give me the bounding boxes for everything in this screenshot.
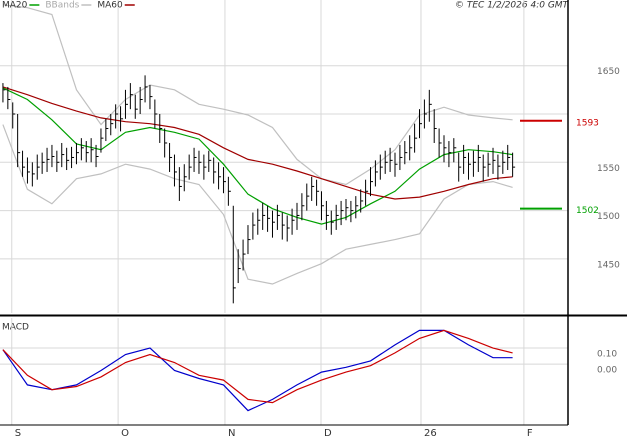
- x-tick-label: N: [228, 428, 235, 439]
- y-tick-label: 0.10: [597, 350, 617, 360]
- y-tick-label: 1450: [597, 260, 620, 270]
- y-tick-label: 1500: [597, 212, 620, 222]
- x-tick-label: D: [324, 428, 332, 439]
- level-label: 1502: [576, 206, 599, 216]
- panel-title: MACD: [2, 323, 29, 333]
- x-tick-label: S: [15, 428, 21, 439]
- legend-label: MA20: [2, 1, 28, 11]
- y-tick-label: 1650: [597, 67, 620, 77]
- y-tick-label: 1550: [597, 164, 620, 174]
- legend-label: BBands: [45, 1, 79, 11]
- series-line: [2, 87, 513, 225]
- x-tick-label: O: [121, 428, 129, 439]
- series-line: [2, 4, 513, 186]
- y-tick-label: 0.00: [597, 366, 617, 376]
- x-tick-label: F: [527, 428, 533, 439]
- x-tick-label: 26: [424, 428, 437, 439]
- level-label: 1593: [576, 118, 599, 128]
- legend-label: MA60: [97, 1, 123, 11]
- series-line: [2, 124, 513, 285]
- source: © TEC 1/2/2026 4:0 GMT: [455, 1, 570, 11]
- series-line: [2, 86, 513, 200]
- series-line: [2, 329, 513, 404]
- series-line: [2, 329, 513, 412]
